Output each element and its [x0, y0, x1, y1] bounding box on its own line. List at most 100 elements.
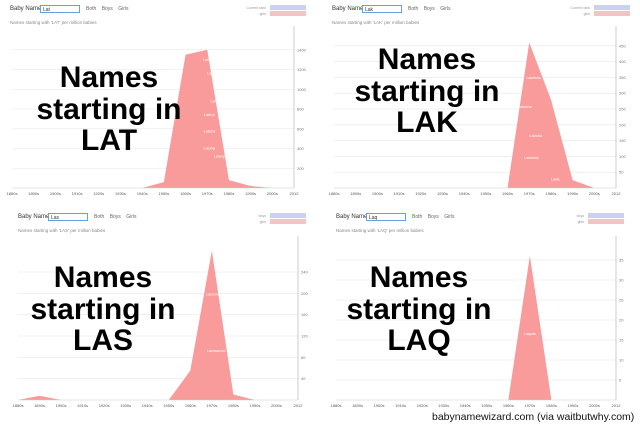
y-tick-label: 35 — [619, 258, 624, 263]
name-label: Lakia — [551, 178, 560, 182]
radio-girls[interactable]: Girls — [440, 6, 451, 12]
x-tick-label: 1980s — [546, 403, 557, 408]
search-input[interactable]: Las — [48, 213, 88, 221]
y-tick-label: 40 — [301, 376, 306, 381]
name-label: Lasha — [35, 307, 45, 311]
app-label: Baby Name — [18, 214, 50, 220]
x-tick-label: 1940s — [142, 403, 153, 408]
series-area — [12, 49, 294, 188]
rank-labels: boys girls — [258, 214, 266, 224]
radio-boys[interactable]: Boys — [101, 6, 113, 12]
x-tick-label: 1960s — [502, 191, 513, 196]
x-tick-label: 1940s — [460, 403, 471, 408]
x-tick-label: 1940s — [137, 191, 148, 196]
x-tick-label: 1910s — [77, 403, 88, 408]
x-tick-label: 1880s — [329, 191, 340, 196]
x-tick-label: 1990s — [567, 403, 578, 408]
x-tick-label: 1990s — [245, 191, 256, 196]
y-tick-label: 20 — [619, 318, 624, 323]
radio-both[interactable]: Both — [86, 6, 97, 12]
x-tick-label: 1900s — [374, 403, 385, 408]
y-tick-label: 100 — [619, 154, 626, 159]
search-input[interactable]: Lak — [362, 5, 402, 13]
area-chart-laq: 5 10 15 20 25 30 35 1880s 1890s 1900s 1910s 1920s 19… — [331, 236, 624, 408]
x-tick-label: 1880s — [13, 403, 24, 408]
chart-panel-lat: Baby Name Lat Both Boys Girls Current ra… — [4, 2, 312, 202]
y-tick-label: 1200 — [297, 67, 307, 72]
x-tick-label: 1960s — [185, 403, 196, 408]
y-tick-label: 1000 — [297, 87, 307, 92]
x-tick-label: 1910s — [395, 403, 406, 408]
name-label: Latasha — [207, 72, 220, 76]
x-tick-label: 1890s — [34, 403, 45, 408]
name-label: Lakesha — [518, 105, 532, 109]
series-area — [334, 42, 616, 188]
radio-both[interactable]: Both — [408, 6, 419, 12]
x-tick-label: 1990s — [567, 191, 578, 196]
radio-girls[interactable]: Girls — [118, 6, 129, 12]
gender-filter[interactable]: Both Boys Girls — [94, 214, 140, 220]
chart-panel-laq: Baby Name Laq Both Boys Girls boys girls … — [330, 210, 630, 415]
y-tick-label: 800 — [297, 107, 304, 112]
y-tick-label: 350 — [619, 75, 626, 80]
radio-boys[interactable]: Boys — [427, 214, 439, 220]
y-tick-label: 50 — [619, 170, 624, 175]
y-tick-label: 30 — [619, 278, 624, 283]
name-label: Lashonda — [206, 292, 222, 296]
search-bar: Baby Name Lak Both Boys Girls Current ra… — [326, 2, 636, 20]
name-label: Laquita — [524, 332, 536, 336]
x-tick-label: 1930s — [437, 191, 448, 196]
chart-subtitle: Names starting with 'LAS' per million ba… — [18, 228, 106, 233]
rank-boxes — [588, 213, 624, 225]
x-tick-label: 1920s — [417, 403, 428, 408]
name-label: Latonya — [203, 58, 216, 62]
x-tick-label: 2012 — [612, 403, 622, 408]
y-tick-label: 25 — [619, 298, 624, 303]
x-tick-label: 1900s — [372, 191, 383, 196]
name-label: Lashawnda — [207, 349, 225, 353]
gender-filter[interactable]: Both Boys Girls — [412, 214, 458, 220]
y-tick-label: 600 — [297, 126, 304, 131]
gender-filter[interactable]: Both Boys Girls — [408, 6, 454, 12]
y-tick-label: 10 — [619, 358, 624, 363]
area-chart-lat: 200 400 600 800 1000 1200 1400 1880s 1890s 1900s 1… — [7, 26, 307, 196]
x-tick-label: 1880s — [331, 403, 342, 408]
overlay-caption: Names starting in LAS — [30, 261, 176, 357]
x-tick-label: 2000s — [267, 191, 278, 196]
x-tick-label: 1920s — [93, 191, 104, 196]
y-tick-label: 150 — [619, 138, 626, 143]
rank-boxes — [594, 5, 630, 17]
x-tick-label: 2012 — [294, 403, 304, 408]
x-tick-label: 1890s — [28, 191, 39, 196]
y-tick-label: 400 — [297, 146, 304, 151]
x-tick-label: 1890s — [352, 403, 363, 408]
x-tick-label: 1930s — [115, 191, 126, 196]
search-bar: Baby Name Las Both Boys Girls boys girls — [12, 210, 312, 228]
x-tick-label: 1910s — [394, 191, 405, 196]
radio-boys[interactable]: Boys — [109, 214, 121, 220]
x-tick-label: 1930s — [438, 403, 449, 408]
area-chart-las: 40 80 120 160 200 240 1880s 1890s 1900s 1910s 1920… — [13, 236, 308, 408]
app-label: Baby Name — [332, 6, 364, 12]
name-label: Latisha — [204, 130, 216, 134]
radio-boys[interactable]: Boys — [423, 6, 435, 12]
x-tick-label: 1990s — [249, 403, 260, 408]
x-tick-label: 1920s — [415, 191, 426, 196]
y-tick-label: 250 — [619, 107, 626, 112]
gender-filter[interactable]: Both Boys Girls — [86, 6, 132, 12]
y-tick-label: 15 — [619, 338, 624, 343]
search-input[interactable]: Laq — [366, 213, 406, 221]
radio-both[interactable]: Both — [412, 214, 423, 220]
search-input[interactable]: Lat — [40, 5, 80, 13]
y-tick-label: 450 — [619, 43, 626, 48]
y-tick-label: 400 — [619, 59, 626, 64]
chart-subtitle: Names starting with 'LAK' per million ba… — [332, 20, 420, 25]
x-tick-label: 1890s — [350, 191, 361, 196]
radio-both[interactable]: Both — [94, 214, 105, 220]
x-tick-label: 1970s — [524, 403, 535, 408]
x-tick-label: 2012 — [612, 191, 622, 196]
radio-girls[interactable]: Girls — [444, 214, 455, 220]
radio-girls[interactable]: Girls — [126, 214, 137, 220]
chart-panel-lak: Baby Name Lak Both Boys Girls Current ra… — [326, 2, 636, 202]
x-tick-label: 2000s — [589, 403, 600, 408]
